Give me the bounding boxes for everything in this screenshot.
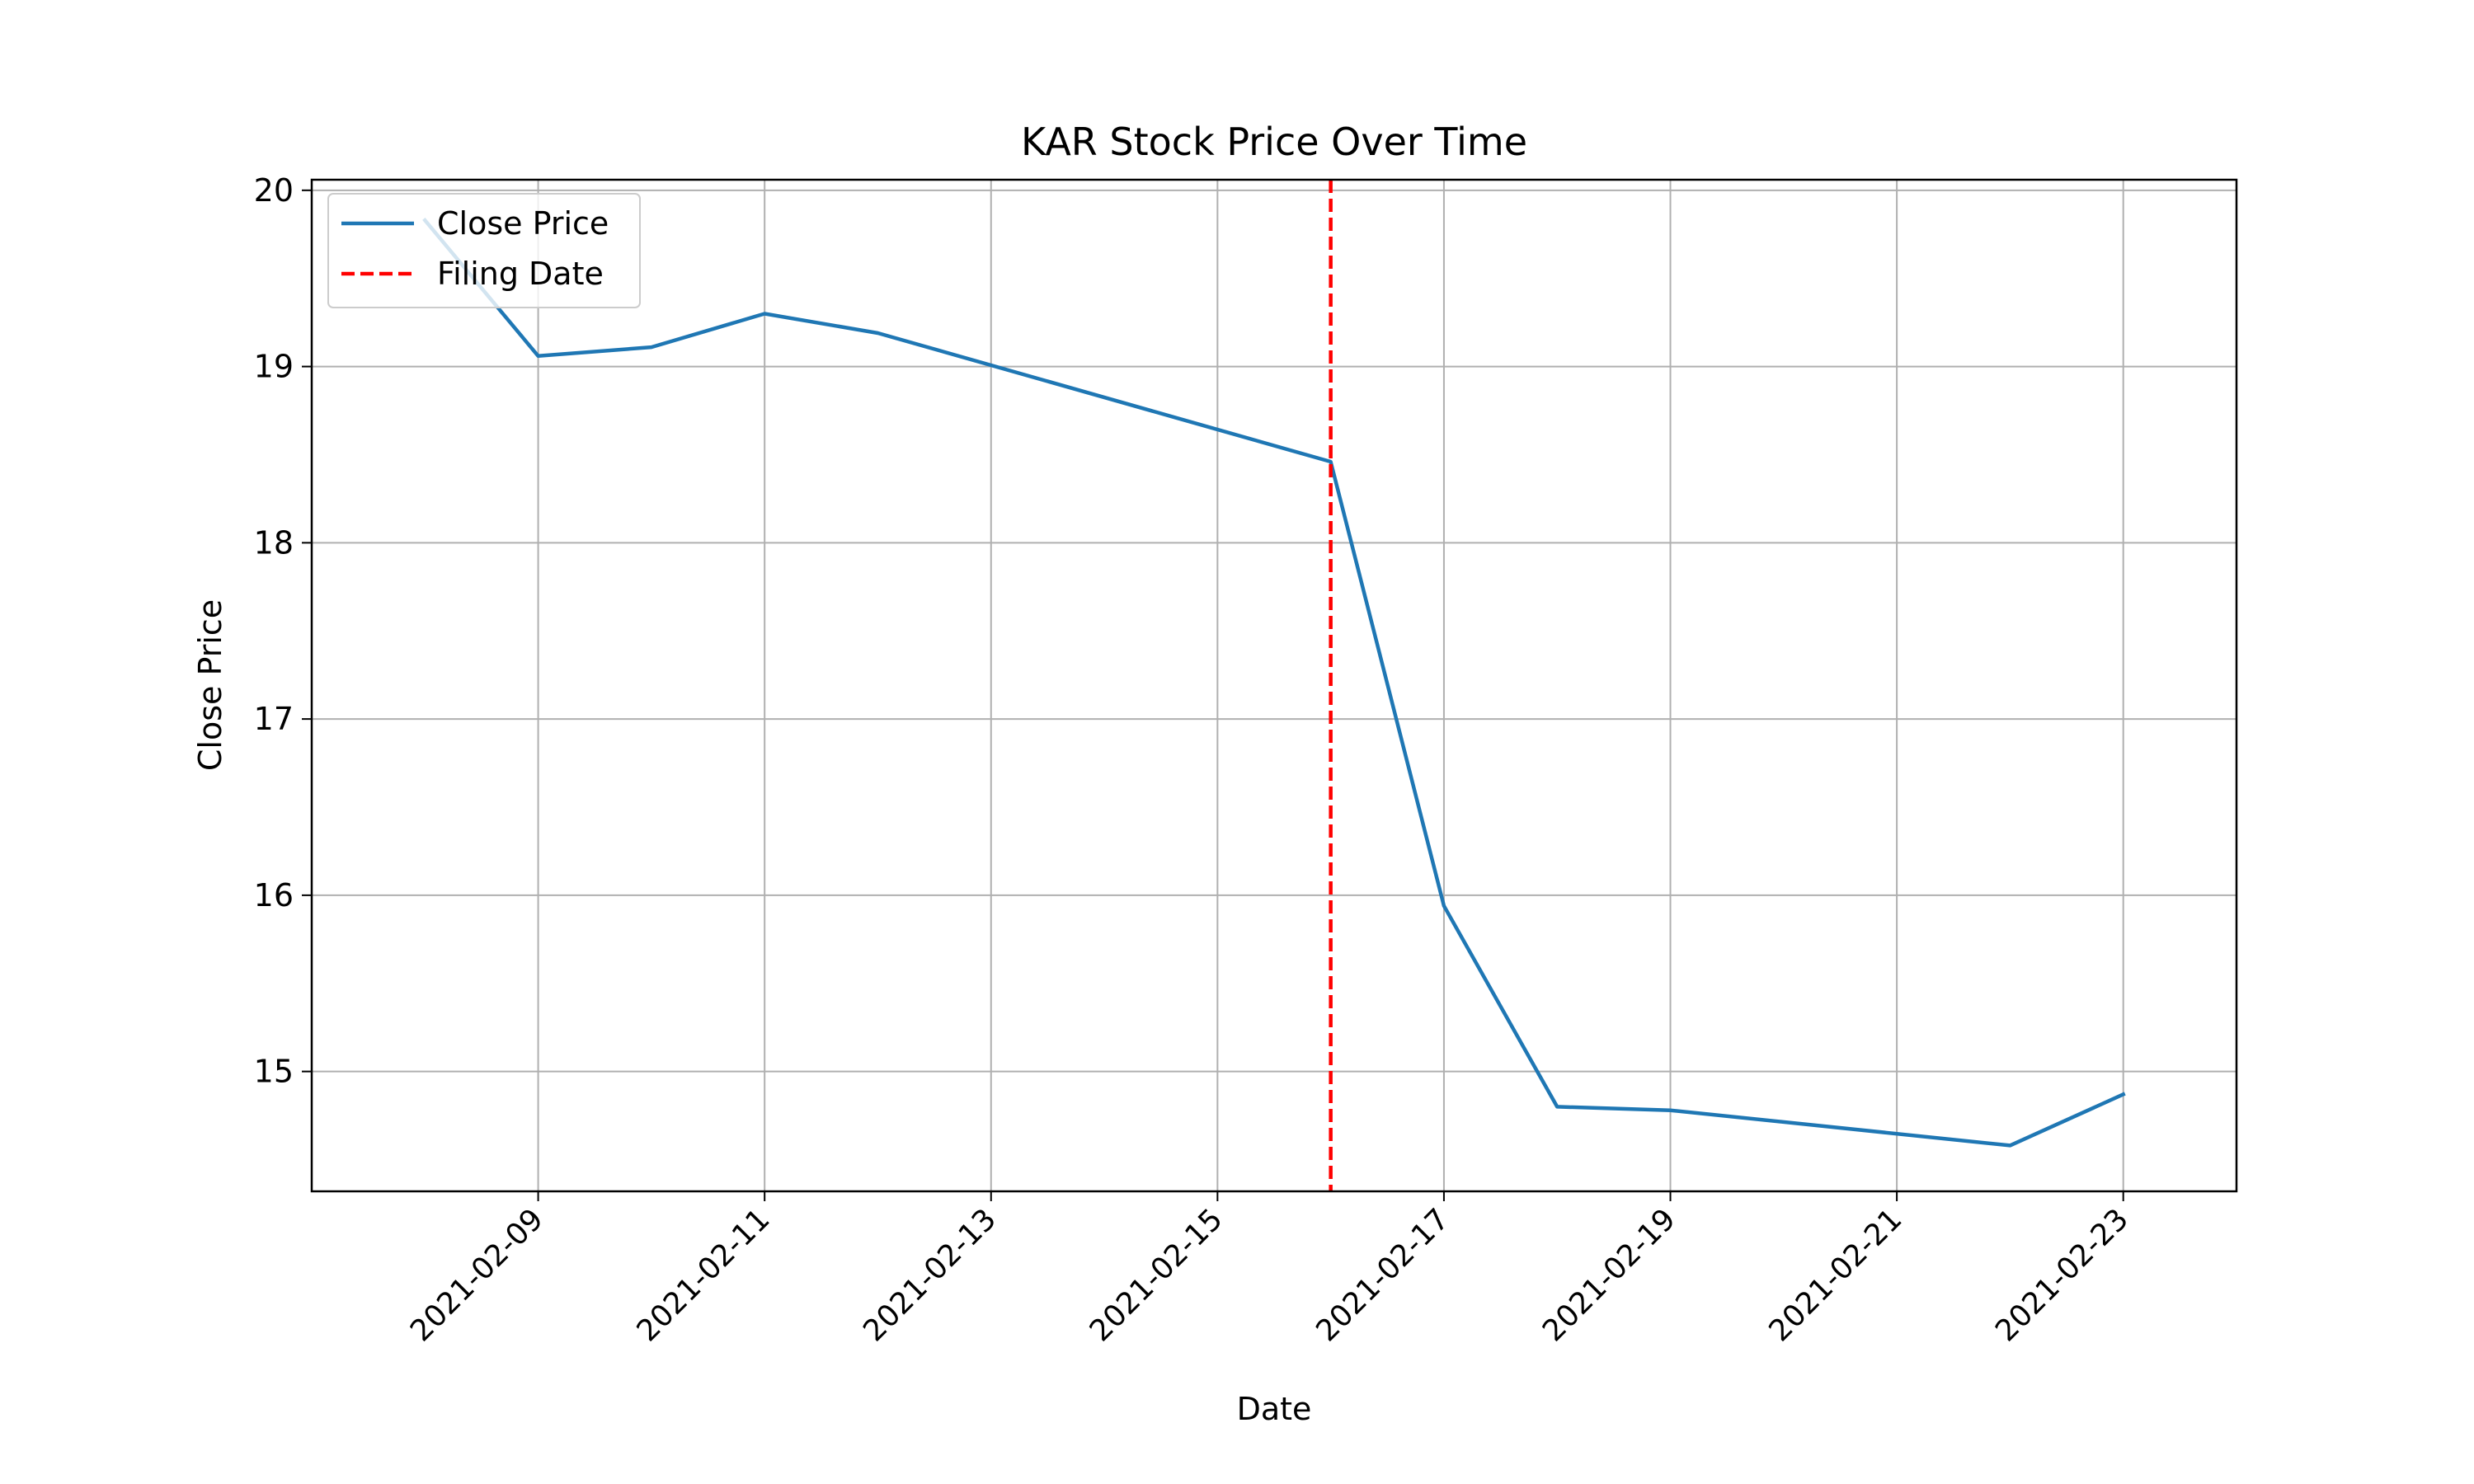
legend-label-filing-date: Filing Date [437,256,604,292]
y-tick-label: 18 [254,524,294,561]
y-tick-label: 19 [254,349,294,385]
x-axis-label: Date [1237,1391,1312,1427]
y-tick-label: 15 [254,1054,294,1090]
series-line-close-price [422,218,2126,1148]
y-axis-label: Close Price [192,599,228,771]
y-tick-label: 16 [254,877,294,913]
grid-lines [312,180,2236,1191]
y-tick-label: 17 [254,701,294,737]
chart-title: KAR Stock Price Over Time [1021,120,1527,164]
legend-label-close-price: Close Price [437,205,609,242]
y-tick-label: 20 [254,172,294,209]
plot-area-frame [310,178,2238,1193]
legend: Close Price Filing Date [327,193,641,308]
series-layer [422,180,2126,1191]
